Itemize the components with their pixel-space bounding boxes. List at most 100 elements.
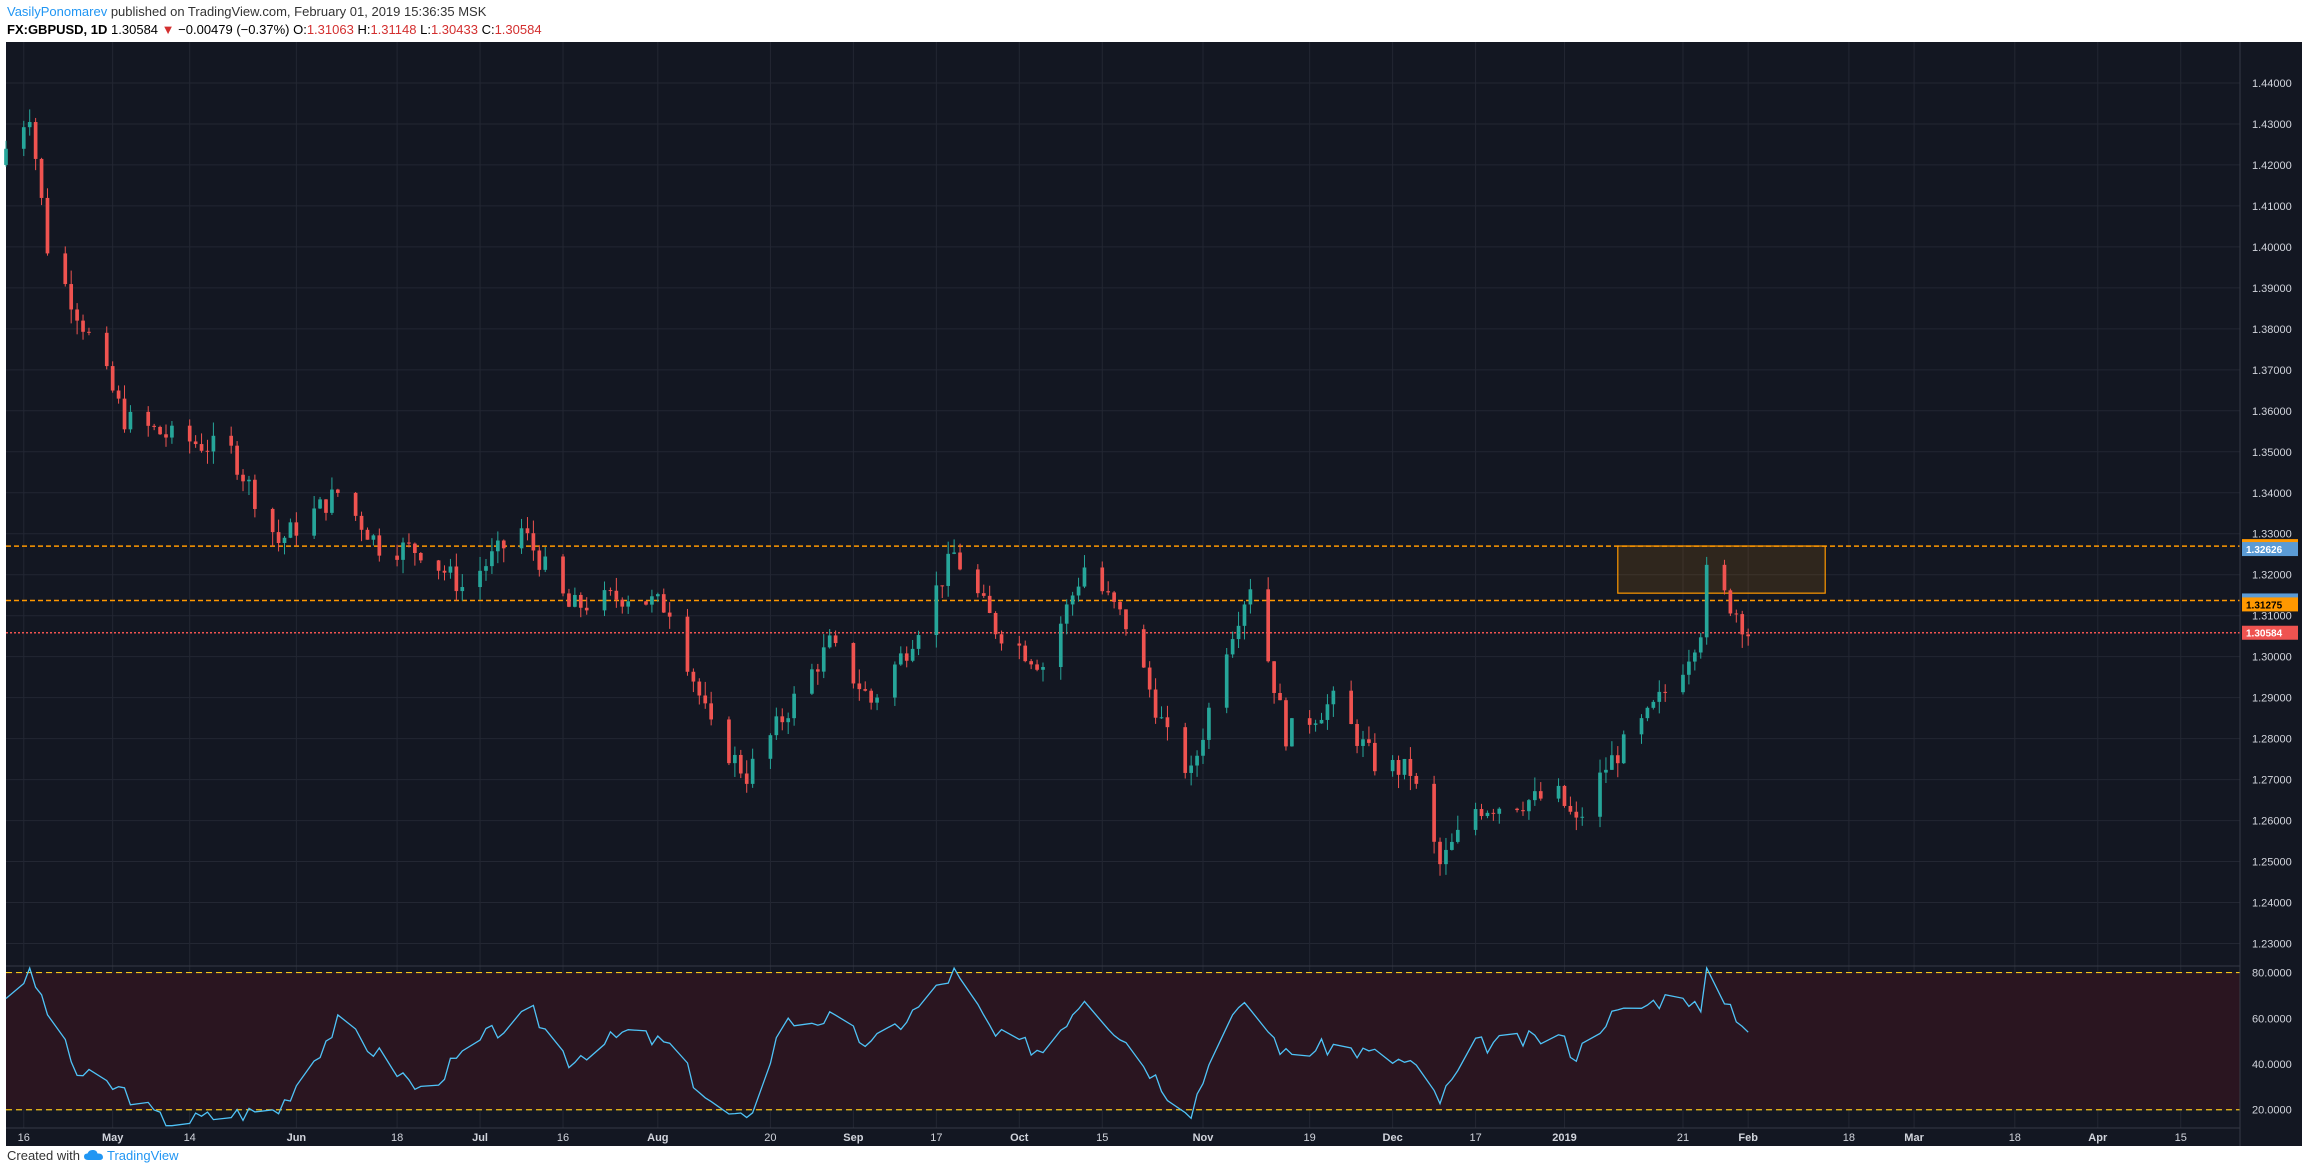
candle [1290,717,1294,747]
candle-body [946,553,951,586]
candle [63,246,68,287]
candle [1479,803,1484,820]
candle-body [377,535,382,556]
candle [1698,632,1703,659]
price-tick-label: 1.35000 [2252,447,2292,459]
candle-body [33,122,38,159]
candle-body [1159,717,1164,719]
candle [1248,578,1253,614]
candle [1538,782,1543,801]
candle [1450,833,1454,851]
candle-body [324,499,328,513]
time-tick-label: Mar [1904,1132,1924,1144]
candle [1147,661,1152,698]
candle [21,120,26,157]
candle [187,419,192,454]
candle [75,303,79,335]
candle-body [1651,701,1656,708]
candle [229,426,234,454]
time-tick-label: 21 [1677,1132,1689,1144]
publish-info: VasilyPonomarev published on TradingView… [7,4,486,19]
candle [1058,616,1063,680]
price-tag-box [2242,542,2298,557]
candle [792,686,796,726]
price-tick-label: 1.24000 [2252,898,2292,910]
candle-body [211,435,216,452]
candle-body [1367,739,1371,743]
candle [371,534,376,546]
candle [999,630,1004,651]
drawn-rectangle[interactable] [1617,545,1826,594]
candle [407,533,411,548]
candle-body [993,612,998,635]
candle-body [1657,691,1662,702]
candle [981,584,986,598]
price-chart[interactable]: 1.44000 1.43000 1.42000 1.41000 1.40000 1.390… [0,42,2308,1146]
time-tick-label: 17 [930,1132,942,1144]
candle-body [1064,604,1069,624]
tradingview-brand[interactable]: TradingView [107,1148,179,1163]
candle-body [750,758,755,784]
candle-body [1568,805,1573,812]
candle-body [815,669,820,672]
price-change: −0.00479 (−0.37%) [178,22,290,37]
symbol-label[interactable]: FX:GBPUSD, 1D [7,22,108,37]
time-tick-label: Oct [1010,1132,1029,1144]
price-tick-label: 1.43000 [2252,119,2292,131]
candle-body [1687,661,1691,675]
time-tick-label: Sep [843,1132,863,1144]
candle-body [1112,592,1116,602]
candle-body [1692,652,1697,662]
candle [543,547,548,573]
candle [87,327,91,336]
candle-body [738,754,743,774]
candle-body [916,635,921,649]
candle [768,733,773,769]
candle-body [1444,849,1448,865]
candle [1331,686,1336,717]
candle-body [1402,758,1407,775]
chart-footer: Created with TradingView [7,1148,179,1163]
candle-body [1017,643,1022,646]
price-tick-label: 1.32000 [2252,570,2292,582]
candle-body [1645,707,1650,719]
candle [1278,683,1282,701]
candle [1201,728,1205,764]
candle-body [567,593,571,607]
candle [1035,659,1039,672]
candle [644,600,648,606]
symbol-info: FX:GBPUSD, 1D 1.30584 ▼ −0.00479 (−0.37%… [7,22,542,37]
candle-body [1183,727,1188,773]
candle-body [75,309,79,321]
candle [495,531,500,564]
resistance-zone-rectangle[interactable] [1617,545,1826,594]
candle [1663,684,1668,702]
candle-body [1615,755,1620,764]
candle [1639,714,1644,744]
candle-body [1195,755,1199,766]
candle-body [229,435,234,446]
candle-body [833,635,838,644]
candle-body [999,634,1004,644]
candle [270,507,275,547]
candle [821,634,826,679]
candle-body [1408,758,1413,776]
candle [418,552,423,564]
candle [620,597,625,614]
candle-body [821,647,826,672]
candle-body [1141,629,1146,668]
candle-body [561,556,565,594]
candle-body [87,331,91,333]
candle [1734,609,1739,623]
candle [1070,591,1075,616]
candle-body [454,566,459,592]
candle-body [981,593,986,596]
candle-body [413,543,417,553]
author-link[interactable]: VasilyPonomarev [7,4,108,19]
candle-body [650,596,654,605]
candle-body [330,489,334,513]
candle [454,553,459,601]
price-tag-label: 1.30584 [2246,629,2283,640]
candle-body [1556,785,1561,799]
last-price: 1.30584 [111,22,159,37]
